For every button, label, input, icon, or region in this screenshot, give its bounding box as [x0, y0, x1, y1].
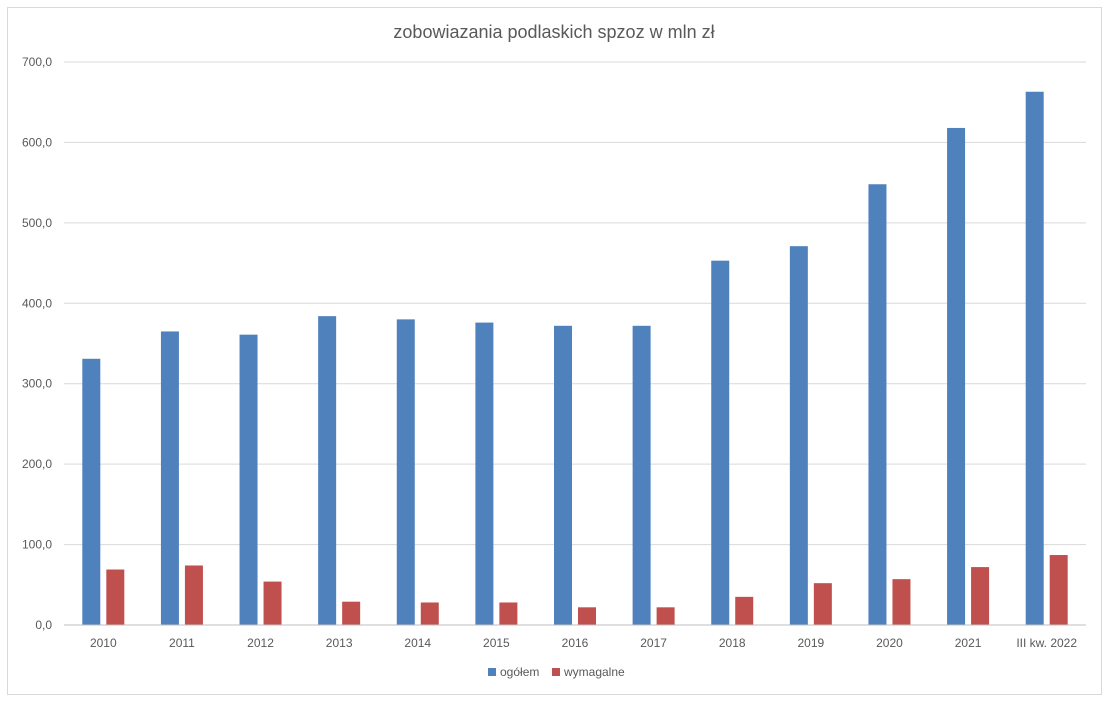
legend-label: ogółem — [500, 665, 539, 679]
bar-wymagalne — [971, 567, 990, 625]
bar-ogolem — [475, 322, 494, 625]
x-tick-label: 2016 — [562, 636, 589, 650]
y-tick-label: 0,0 — [35, 618, 52, 632]
bar-wymagalne — [106, 569, 125, 625]
bar-ogolem — [1025, 91, 1044, 626]
bar-ogolem — [554, 325, 572, 625]
bar-wymagalne — [499, 602, 518, 625]
y-tick-label: 500,0 — [22, 216, 52, 230]
x-tick-label: 2015 — [483, 636, 510, 650]
gridlines — [64, 61, 1086, 546]
bar-ogolem — [632, 325, 651, 625]
bar-wymagalne — [1049, 555, 1068, 625]
y-tick-label: 300,0 — [22, 377, 52, 391]
x-tick-label: 2010 — [90, 636, 117, 650]
bar-ogolem — [711, 260, 730, 625]
x-tick-label: 2014 — [404, 636, 431, 650]
x-tick-label: 2020 — [876, 636, 903, 650]
bar-wymagalne — [263, 581, 282, 625]
bar-wymagalne — [813, 583, 832, 625]
x-tick-label: 2018 — [719, 636, 746, 650]
y-tick-label: 400,0 — [22, 296, 52, 310]
bar-ogolem — [868, 184, 887, 625]
bar-wymagalne — [892, 579, 911, 625]
x-tick-label: III kw. 2022 — [1016, 636, 1077, 650]
bar-wymagalne — [420, 602, 439, 625]
bar-wymagalne — [184, 565, 203, 625]
legend-label: wymagalne — [563, 665, 625, 679]
legend-swatch — [488, 668, 496, 676]
bar-ogolem — [396, 319, 415, 625]
legend-swatch — [552, 668, 560, 676]
bar-wymagalne — [735, 596, 754, 625]
x-tick-label: 2011 — [169, 636, 195, 650]
bar-ogolem — [789, 246, 808, 625]
y-tick-label: 200,0 — [22, 457, 52, 471]
bar-wymagalne — [342, 601, 361, 625]
y-axis-ticks: 0,0 100,0 200,0 300,0 400,0 500,0 600,0 700,0 — [22, 55, 52, 632]
x-tick-label: 2019 — [797, 636, 824, 650]
x-tick-label: 2013 — [326, 636, 353, 650]
x-axis-ticks: 2010 2011 2012 2013 2014 2015 2016 2017 2018 2019… — [90, 636, 1077, 650]
bar-ogolem — [947, 127, 966, 626]
x-tick-label: 2017 — [640, 636, 667, 650]
x-tick-label: 2012 — [247, 636, 274, 650]
x-tick-label: 2021 — [955, 636, 982, 650]
bar-ogolem — [160, 331, 179, 625]
bar-ogolem — [318, 316, 337, 625]
y-tick-label: 600,0 — [22, 135, 52, 149]
bar-wymagalne — [656, 607, 675, 625]
bars — [82, 91, 1068, 626]
legend: ogółem wymagalne — [488, 665, 625, 679]
bar-wymagalne — [578, 607, 596, 625]
chart-title: zobowiazania podlaskich spzoz w mln zł — [393, 22, 714, 42]
bar-ogolem — [239, 334, 258, 625]
y-tick-label: 100,0 — [22, 538, 52, 552]
y-tick-label: 700,0 — [22, 55, 52, 69]
bar-ogolem — [82, 358, 101, 625]
